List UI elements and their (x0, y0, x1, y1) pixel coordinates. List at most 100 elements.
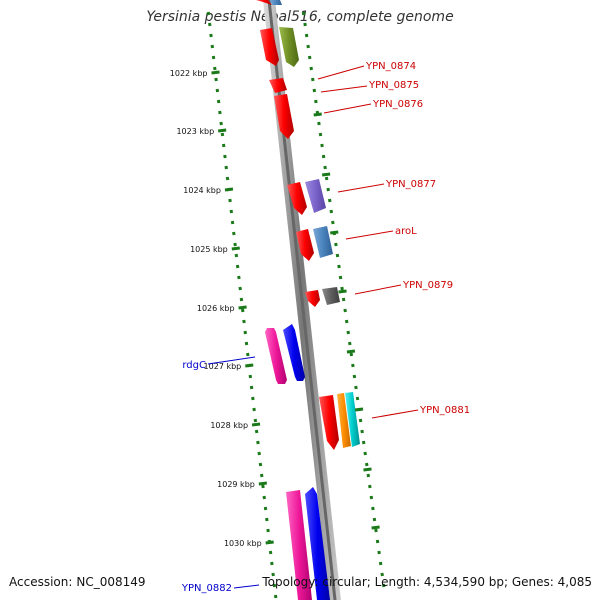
scale-dot (348, 341, 352, 346)
scale-dot (378, 561, 383, 566)
scale-dot (225, 176, 230, 181)
scale-dot (321, 154, 326, 159)
gene-leader-line (207, 356, 256, 365)
scale-dot (368, 484, 372, 489)
accession-value: NC_008149 (76, 575, 146, 589)
scale-dot (270, 561, 274, 566)
scale-dot (211, 55, 216, 60)
scale-dot (374, 528, 378, 533)
scale-dot (254, 429, 259, 434)
scale-track-right (301, 11, 386, 588)
scale-dot (208, 22, 212, 27)
scale-major-tick (321, 172, 331, 177)
gene-label-ypn-0882[interactable]: YPN_0882 (181, 583, 232, 594)
scale-dot (206, 11, 211, 16)
scale-dot (221, 143, 226, 148)
scale-dot (213, 66, 217, 71)
scale-major-tick (251, 422, 261, 427)
scale-label: 1028 kbp (210, 421, 248, 430)
scale-dot (238, 286, 242, 291)
scale-major-tick (231, 246, 240, 251)
scale-dot (239, 297, 244, 302)
scale-label: 1024 kbp (183, 186, 221, 195)
scale-dot (244, 341, 249, 346)
scale-dot (372, 517, 377, 522)
gene-label-ypn-0875[interactable]: YPN_0875 (368, 80, 419, 91)
scale-dot (317, 121, 321, 126)
scale-dot (352, 374, 357, 379)
scale-dot (365, 462, 369, 467)
scale-dot (355, 396, 360, 401)
gene-leader-line (323, 103, 372, 114)
scale-dot (361, 440, 366, 445)
scale-dot (314, 99, 318, 104)
scale-dot (271, 572, 275, 577)
scale-dot (246, 352, 250, 357)
gene-block-YPN_0881[interactable] (319, 392, 360, 450)
scale-dot (307, 55, 312, 60)
scale-dot (223, 154, 227, 159)
scale-dot (318, 132, 323, 137)
scale-dot (349, 352, 354, 357)
gene-leader-line (233, 584, 260, 589)
scale-dot (377, 550, 381, 555)
gene-block-YPN_0877[interactable] (287, 179, 326, 215)
scale-dot (344, 319, 349, 324)
gene-label-ypn-0877[interactable]: YPN_0877 (385, 179, 436, 190)
gene-leader-line (354, 284, 402, 295)
gene-block-YPN_0875[interactable] (269, 78, 287, 93)
gene-block-aroL[interactable] (296, 226, 333, 261)
scale-dot (358, 418, 363, 423)
gene-block-YPN_0879[interactable] (305, 287, 340, 307)
accession-label: Accession: (9, 575, 73, 589)
scale-dot (346, 330, 350, 335)
scale-dot (324, 176, 329, 181)
gene-leader-line (371, 409, 419, 419)
scale-dot (337, 264, 341, 269)
gene-block-top[interactable] (256, 0, 299, 67)
scale-dot (215, 88, 220, 93)
gene-label-ypn-0879[interactable]: YPN_0879 (402, 280, 453, 291)
scale-dot (338, 275, 343, 280)
gene-label-rdgc[interactable]: rdgC (182, 360, 206, 371)
scale-dot (237, 275, 241, 280)
scale-dot (301, 11, 306, 16)
gene-label-ypn-0876[interactable]: YPN_0876 (372, 99, 423, 110)
scale-dot (380, 572, 384, 577)
scale-dot (354, 385, 358, 390)
gene-label-arol[interactable]: aroL (395, 226, 417, 237)
scale-major-tick (211, 70, 220, 75)
scale-dot (262, 495, 266, 500)
scale-dot (224, 165, 228, 170)
scale-dot (253, 418, 258, 423)
gene-label-ypn-0881[interactable]: YPN_0881 (419, 405, 470, 416)
gene-leader-line (320, 85, 368, 93)
gene-labels: YPN_0874 YPN_0875 YPN_0876 YPN_0877 aroL YPN_… (181, 61, 470, 594)
scale-dot (257, 451, 261, 456)
scale-major-tick (258, 481, 268, 486)
scale-dot (273, 594, 278, 599)
gene-block-YPN_0882[interactable] (286, 487, 330, 600)
scale-dot (320, 143, 324, 148)
scale-dot (228, 198, 232, 203)
scale-dot (323, 165, 327, 170)
gene-block-YPN_0876[interactable] (274, 94, 294, 139)
scale-dot (312, 88, 317, 93)
scale-dot (235, 264, 240, 269)
genome-summary: Topology: circular; Length: 4,534,590 bp… (262, 575, 592, 589)
gene-label-ypn-0874[interactable]: YPN_0874 (365, 61, 416, 72)
scale-dot (331, 220, 335, 225)
scale-dot (261, 484, 265, 489)
gene-block-rdgC[interactable] (265, 324, 305, 384)
scale-dot (375, 539, 380, 544)
scale-major-tick (217, 128, 227, 133)
scale-major-tick (363, 467, 372, 472)
scale-dot (340, 286, 344, 291)
scale-major-tick (354, 407, 364, 412)
scale-dot (233, 242, 237, 247)
scale-dot (303, 22, 307, 27)
gene-leader-line (317, 65, 365, 80)
scale-major-tick (224, 187, 234, 192)
scale-major-tick (265, 540, 274, 545)
